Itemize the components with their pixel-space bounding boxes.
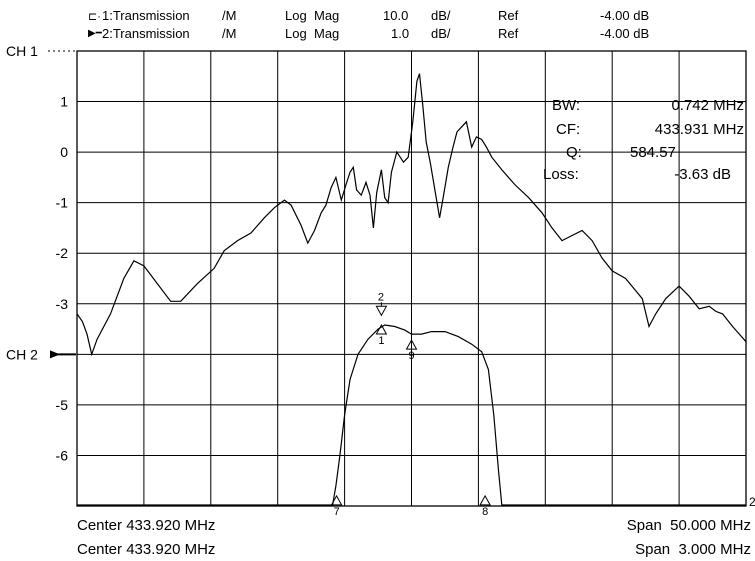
marker-label: 2 [378, 291, 384, 303]
cf-label: CF: [556, 121, 581, 138]
trace1-format-log: Log [285, 8, 307, 23]
marker-triangle-up [479, 494, 491, 506]
marker-label: 8 [482, 506, 488, 518]
trace2-scale-unit: dB/ [431, 26, 451, 41]
right-edge-label: 2 [749, 495, 755, 509]
loss-label: Loss: [543, 166, 579, 183]
marker-8: 8 [479, 494, 491, 518]
y-tick-label: CH 1 [6, 43, 38, 59]
marker-triangle-up [330, 494, 343, 506]
cf-value: 433.931 MHz [654, 121, 744, 138]
span-ch2: Span 3.000 MHz [635, 541, 751, 558]
trace2-ref-label: Ref [498, 26, 519, 41]
y-tick-label: -3 [56, 296, 69, 312]
y-tick-labels: CH 1 1 0 -1 -2 -3 CH 2 -5 -6 [6, 43, 76, 463]
trace2-mode: /M [222, 26, 237, 41]
center-frequency-ch2: Center 433.920 MHz [77, 541, 216, 558]
trace-2-line [77, 324, 746, 506]
trace1-name: 1:Transmission [102, 8, 190, 23]
channel-2-reference-marker [50, 350, 60, 359]
trace1-scale: 10.0 [383, 8, 409, 23]
marker-7: 7 [330, 494, 343, 518]
y-tick-label: 1 [60, 94, 68, 110]
center-frequency-ch1: Center 433.920 MHz [77, 517, 216, 534]
y-tick-label: -2 [56, 245, 69, 261]
trace2-ref-value: -4.00 dB [600, 26, 650, 41]
y-tick-label: 0 [60, 144, 68, 160]
trace2-format-log: Log [285, 26, 307, 41]
span-ch1: Span 50.000 MHz [626, 517, 751, 534]
trace1-scale-unit: dB/ [431, 8, 451, 23]
y-tick-label: -6 [56, 447, 69, 463]
marker-1: 1 [375, 323, 388, 347]
marker-2: 2 [375, 291, 388, 317]
trace2-name: 2:Transmission [102, 26, 190, 41]
trace1-ref-value: -4.00 dB [600, 8, 650, 23]
marker-triangle-up [375, 323, 388, 335]
trace1-format-mag: Mag [314, 8, 340, 23]
marker-triangle-down [375, 305, 388, 317]
bw-value: 0.742 MHz [671, 97, 744, 114]
marker-9: 9 [405, 339, 418, 362]
trace2-format-mag: Mag [314, 26, 340, 41]
trace1-ref-label: Ref [498, 8, 519, 23]
traces [76, 73, 747, 506]
marker-label: 9 [409, 350, 415, 362]
trace1-legend-icon: ⊏· [88, 11, 101, 23]
gridlines [77, 51, 746, 506]
marker-label: 7 [334, 506, 340, 518]
loss-value: -3.63 dB [674, 166, 731, 183]
trace1-mode: /M [222, 8, 237, 23]
bw-label: BW: [552, 97, 581, 114]
marker-triangle-up [405, 339, 418, 350]
y-tick-label: CH 2 [6, 346, 38, 362]
y-tick-label: -5 [56, 397, 69, 413]
markers: 7 1 2 9 8 [330, 291, 491, 518]
trace2-scale: 1.0 [391, 26, 410, 41]
y-tick-label: -1 [56, 195, 69, 211]
marker-label: 1 [378, 335, 384, 347]
trace-1-line [76, 73, 747, 357]
q-label: Q: [566, 144, 582, 161]
q-value: 584.57 [630, 144, 676, 161]
trace2-legend-icon: ▶━ [88, 28, 102, 39]
